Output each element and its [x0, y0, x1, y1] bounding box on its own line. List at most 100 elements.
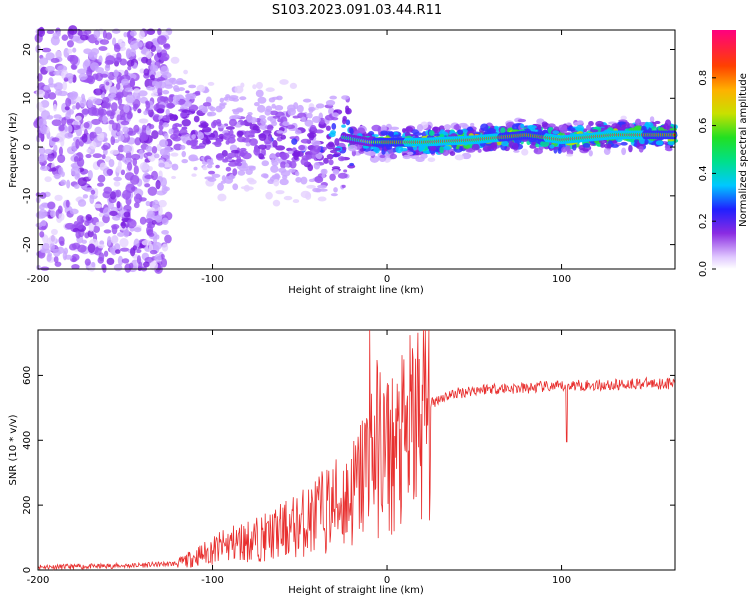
heatmap-cell [197, 133, 205, 140]
heatmap-cell [97, 174, 106, 183]
heatmap-cell [38, 209, 48, 219]
heatmap-cell [491, 141, 498, 148]
heatmap-cell [139, 131, 147, 141]
heatmap-cell [35, 89, 46, 98]
heatmap-cell [152, 199, 160, 209]
heatmap-cell [239, 96, 247, 101]
heatmap-cell [108, 122, 114, 132]
heatmap-cell [219, 102, 227, 106]
heatmap-cell [109, 93, 117, 98]
heatmap-cell [314, 175, 324, 184]
heatmap-cell [236, 161, 243, 167]
heatmap-cell [225, 166, 232, 172]
heatmap-cell [621, 147, 627, 156]
heatmap-cell [110, 102, 118, 112]
heatmap-cell [628, 144, 633, 153]
heatmap-cell [207, 177, 217, 182]
heatmap-cell [257, 96, 267, 104]
heatmap-cell [60, 171, 65, 177]
heatmap-cell [92, 225, 101, 233]
heatmap-cell [106, 110, 116, 117]
heatmap-cell [617, 121, 626, 125]
heatmap-cell [170, 133, 179, 140]
heatmap-cell [102, 191, 111, 199]
heatmap-cell [561, 146, 567, 153]
heatmap-cell [292, 150, 301, 158]
heatmap-cell [63, 77, 69, 82]
heatmap-cell [347, 144, 358, 152]
heatmap-cell [83, 122, 90, 129]
heatmap-cell [64, 254, 73, 260]
heatmap-cell [295, 176, 302, 183]
heatmap-cell [312, 145, 322, 153]
heatmap-cell [122, 189, 132, 200]
heatmap-cell [276, 130, 284, 134]
heatmap-cell [261, 160, 270, 167]
heatmap-cell [76, 157, 85, 168]
heatmap-cell [264, 108, 271, 116]
heatmap-cell [620, 115, 627, 121]
heatmap-cell [222, 158, 229, 163]
heatmap-cell [106, 168, 114, 176]
heatmap-cell [229, 129, 234, 137]
colorbar-tick-label: 0.0 [698, 261, 709, 277]
snr-y-label: SNR (10 * v/v) [8, 414, 19, 485]
heatmap-cell [454, 154, 464, 161]
heatmap-cell [480, 123, 489, 132]
heatmap-cell [257, 104, 266, 113]
heatmap-cell [71, 257, 77, 263]
heatmap-cell [81, 108, 90, 115]
heatmap-cell [146, 225, 154, 236]
heatmap-cell [38, 204, 45, 211]
heatmap-cell [380, 124, 387, 133]
heatmap-cell [300, 176, 308, 185]
heatmap-cell [41, 242, 50, 251]
heatmap-cell [77, 68, 87, 75]
heatmap-cell [65, 199, 70, 208]
heatmap-cell [215, 164, 220, 169]
heatmap-cell [46, 29, 55, 35]
heatmap-cell [308, 132, 315, 141]
heatmap-cell [82, 194, 89, 199]
heatmap-cell [273, 179, 280, 187]
heatmap-cell [116, 201, 121, 209]
heatmap-cell [53, 173, 62, 179]
heatmap-cell [151, 130, 159, 140]
heatmap-cell [124, 87, 134, 93]
heatmap-cell [337, 172, 348, 179]
heatmap-cell [57, 90, 68, 97]
heatmap-cell [151, 146, 158, 154]
heatmap-cell [98, 46, 108, 52]
heatmap-cell [300, 190, 311, 199]
heatmap-cell [104, 64, 111, 72]
heatmap-cell [113, 181, 121, 187]
colorbar-tick-label: 0.4 [698, 165, 709, 181]
heatmap-cell [113, 176, 122, 182]
heatmap-cell [284, 163, 290, 168]
heatmap-cell [93, 203, 102, 209]
heatmap-cell [141, 56, 149, 64]
heatmap-cell [326, 153, 334, 160]
heatmap-cell [377, 126, 382, 134]
heatmap-cell [53, 144, 58, 152]
heatmap-cell [272, 199, 281, 207]
heatmap-cell [117, 134, 125, 142]
heatmap-cell [395, 145, 404, 154]
heatmap-cell [172, 100, 179, 106]
heatmap-cell [260, 173, 269, 178]
heatmap-cell [279, 178, 289, 186]
heatmap-cell [331, 112, 340, 118]
heatmap-cell [582, 148, 589, 152]
heatmap-cell [86, 148, 91, 154]
heatmap-cell [58, 146, 63, 156]
heatmap-cell [241, 159, 247, 168]
heatmap-y-label: Frequency (Hz) [8, 112, 19, 188]
heatmap-cell [61, 34, 69, 41]
heatmap-cell [49, 242, 55, 252]
heatmap-cell [529, 144, 537, 149]
heatmap-cell [129, 48, 137, 57]
heatmap-cell [268, 97, 276, 103]
heatmap-cell [429, 145, 437, 151]
heatmap-cell [301, 116, 306, 122]
heatmap-cell [527, 124, 537, 130]
